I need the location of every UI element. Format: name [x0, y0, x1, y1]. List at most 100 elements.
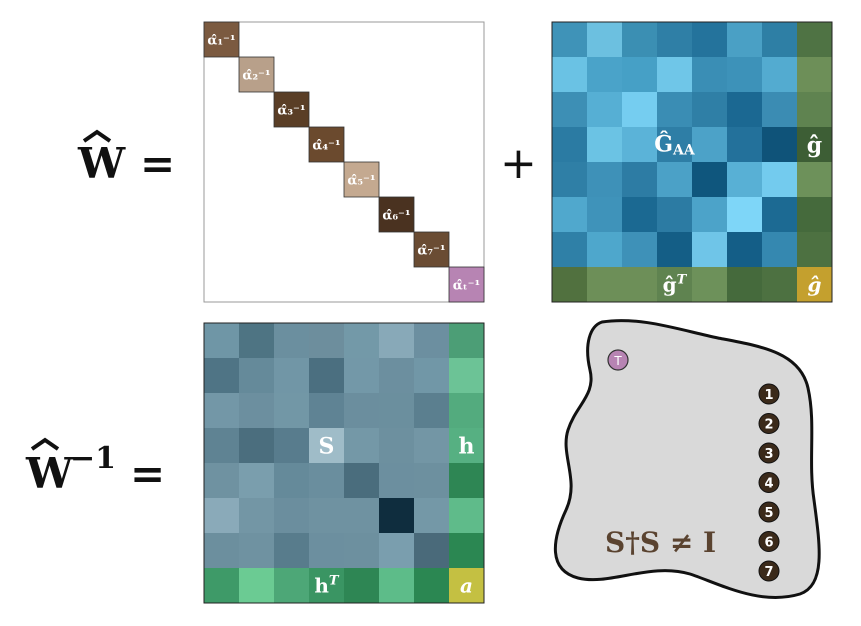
s-block-bottom-cell: [274, 568, 309, 603]
s-block-cell: [204, 533, 239, 568]
g-block-cell: [727, 162, 762, 197]
g-block-matrix: ĜAA ĝ ĝT ĝ: [551, 21, 833, 303]
g-block-cell: [762, 92, 797, 127]
diag-entry-label: α̂₅⁻¹: [347, 174, 375, 189]
diag-entry-6: α̂₆⁻¹: [378, 196, 415, 233]
g-block-cell: [762, 22, 797, 57]
g-block-cell: [657, 22, 692, 57]
s-block-side-cell: [449, 323, 484, 358]
g-block-cell: [552, 22, 587, 57]
diag-entry-label: α̂₂⁻¹: [242, 69, 270, 84]
g-block-cell: [587, 57, 622, 92]
s-block-cell: [379, 393, 414, 428]
g-block-cell: [692, 22, 727, 57]
g-block-cell: [552, 57, 587, 92]
g-block-cell: [622, 127, 657, 162]
site-marker-2: 2: [758, 413, 780, 434]
g-block-corner-cell: [797, 267, 832, 302]
g-block-cell: [727, 57, 762, 92]
s-block-cell: [204, 393, 239, 428]
s-label: S: [319, 434, 335, 460]
g-block-bottom-cell: [622, 267, 657, 302]
s-block-cell: [239, 463, 274, 498]
s-block-bottom-cell: [309, 568, 344, 603]
s-block-corner-cell: [449, 568, 484, 603]
s-block-cell: [379, 358, 414, 393]
s-block-bottom-cell: [379, 568, 414, 603]
g-block-cell: [657, 197, 692, 232]
s-block-cell: [239, 358, 274, 393]
s-block-side-cell: [449, 358, 484, 393]
g-block-cell: [762, 57, 797, 92]
g-block-border: [551, 21, 833, 303]
s-block-cell: [309, 358, 344, 393]
g-block-side-cell: [797, 197, 832, 232]
blob-shape: [554, 319, 821, 599]
g-block-bottom-cell: [657, 267, 692, 302]
lattice-blob: T 1 2 3 4 5 6 7 S†S ≠ I: [554, 319, 821, 599]
w-inv-accent: [30, 437, 60, 451]
g-block-cell: [587, 22, 622, 57]
s-block-cell: [379, 323, 414, 358]
g-block-cell: [727, 22, 762, 57]
w-inv-equals: =: [130, 449, 165, 498]
g-block-cell: [727, 127, 762, 162]
g-block-cell: [622, 22, 657, 57]
diag-entry-label: α̂₁⁻¹: [207, 34, 235, 49]
g-block-side-cell: [797, 232, 832, 267]
s-block-cell: [239, 498, 274, 533]
diag-entry-label: α̂₆⁻¹: [382, 209, 410, 224]
s-block-cell: [379, 498, 414, 533]
s-block-cell: [309, 533, 344, 568]
s-block-cell: [309, 393, 344, 428]
w-hat-equation: W =: [77, 129, 175, 188]
s-block-cell: [239, 533, 274, 568]
s-block-cell: [239, 428, 274, 463]
s-block-side-cell: [449, 393, 484, 428]
g-block-cell: [587, 127, 622, 162]
g-block-cell: [552, 127, 587, 162]
site-marker-5: 5: [758, 501, 780, 523]
g-block-cell: [692, 197, 727, 232]
s-block-cell: [309, 428, 344, 463]
g-block-cell: [587, 232, 622, 267]
s-block-cell: [309, 498, 344, 533]
w-inv-exponent: −1: [70, 441, 116, 476]
g-block-cell: [622, 57, 657, 92]
s-block-side-cell: [449, 533, 484, 568]
s-block-cell: [274, 533, 309, 568]
g-block-cell: [692, 92, 727, 127]
g-block-cell: [657, 232, 692, 267]
unitarity-equation: S†S ≠ I: [605, 526, 716, 559]
g-block-cell: [552, 162, 587, 197]
g-block-cell: [762, 232, 797, 267]
plus-sign: +: [500, 138, 537, 189]
w-hat-accent: [82, 129, 112, 143]
g-block-side-cell: [797, 22, 832, 57]
g-block-bottom-cell: [552, 267, 587, 302]
diag-entry-label: α̂₇⁻¹: [417, 244, 445, 259]
s-block-cell: [274, 393, 309, 428]
s-block-bottom-cell: [239, 568, 274, 603]
g-block-cell: [762, 197, 797, 232]
s-block-cell: [274, 463, 309, 498]
s-block-cell: [344, 428, 379, 463]
s-block-side-cell: [449, 463, 484, 498]
s-block-cell: [414, 323, 449, 358]
s-block-border: [203, 322, 485, 604]
g-block-cell: [552, 197, 587, 232]
site-number: 2: [764, 418, 773, 433]
s-block-cell: [239, 393, 274, 428]
s-block-cell: [309, 323, 344, 358]
g-block-cell: [622, 162, 657, 197]
s-block-cell: [344, 498, 379, 533]
g-block-bottom-cell: [692, 267, 727, 302]
w-inv-label: W: [25, 449, 74, 498]
g-block-cell: [762, 127, 797, 162]
s-block-side-cell: [449, 498, 484, 533]
s-block-cell: [414, 428, 449, 463]
diag-entry-label: α̂₄⁻¹: [312, 139, 340, 154]
s-block-cell: [274, 323, 309, 358]
